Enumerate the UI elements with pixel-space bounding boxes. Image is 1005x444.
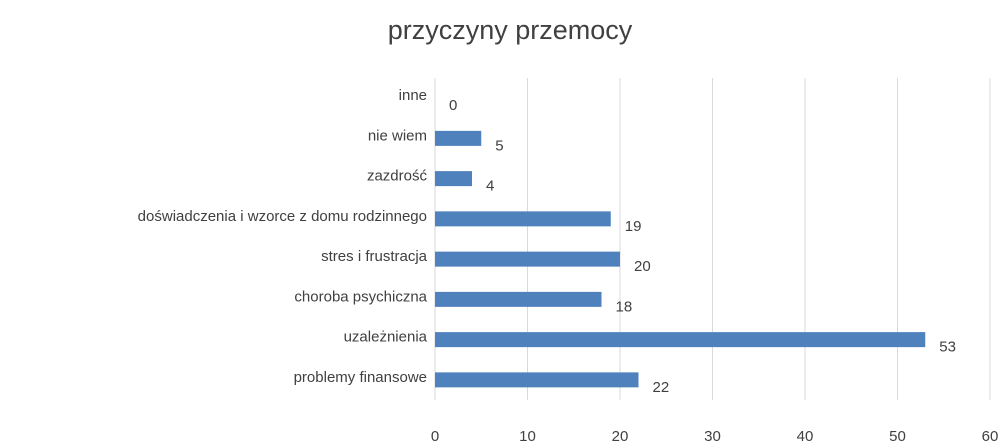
y-tick-label: inne [399,87,427,104]
x-tick-label: 20 [612,428,629,444]
x-tick-label: 10 [519,428,536,444]
bar [435,372,639,388]
bar [435,130,482,146]
y-tick-label: zazdrość [367,168,428,185]
bar [435,291,602,307]
data-label: 18 [616,298,633,315]
y-tick-label: uzależnienia [344,329,428,346]
y-tick-label: stres i frustracja [321,248,428,265]
y-tick-label: doświadczenia i wzorce z domu rodzinnego [138,208,427,225]
x-tick-label: 50 [889,428,906,444]
bar [435,251,620,267]
y-tick-label: choroba psychiczna [294,288,427,305]
x-tick-label: 30 [704,428,721,444]
x-tick-label: 0 [431,428,439,444]
data-label: 5 [495,137,503,154]
x-tick-label: 40 [797,428,814,444]
x-tick-label: 60 [982,428,999,444]
bar [435,332,926,348]
y-tick-label: nie wiem [368,127,427,144]
data-label: 4 [486,178,494,195]
data-label: 22 [653,379,670,396]
data-label: 20 [634,258,651,275]
bar [435,211,611,227]
chart-title: przyczyny przemocy [388,15,633,45]
bar [435,171,472,187]
data-label: 0 [449,97,457,114]
data-label: 53 [939,339,956,356]
y-tick-label: problemy finansowe [294,369,427,386]
data-label: 19 [625,218,642,235]
